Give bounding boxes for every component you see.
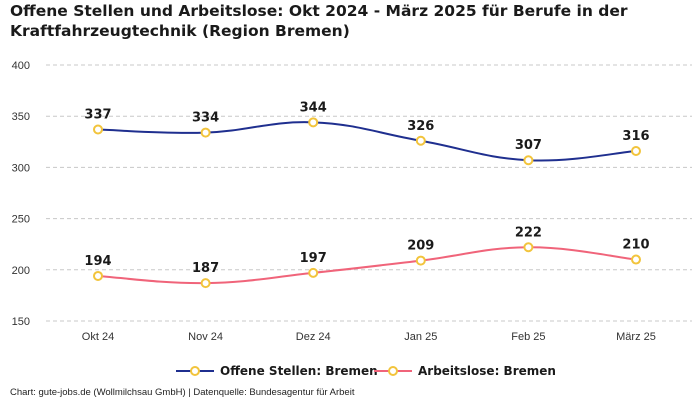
data-label: 194	[84, 254, 111, 269]
series-line-1	[97, 121, 637, 162]
data-labels: 337 334 344 326 307 316 194 187 197 209 222 210	[84, 100, 649, 276]
legend-label-2: Arbeitslose: Bremen	[418, 364, 556, 378]
x-tick-label: Feb 25	[511, 331, 545, 343]
y-tick-label: 200	[12, 265, 30, 277]
legend: Offene Stellen: Bremen Arbeitslose: Breme…	[176, 364, 556, 378]
data-point	[523, 155, 534, 166]
y-tick-label: 250	[12, 214, 30, 226]
data-label: 337	[84, 108, 111, 123]
data-point	[93, 270, 103, 281]
data-label: 209	[407, 239, 434, 254]
x-tick-label: Jan 25	[404, 331, 437, 343]
y-tick-label: 300	[12, 162, 30, 174]
data-point	[523, 242, 534, 253]
data-point	[631, 254, 641, 265]
series-line-2	[97, 246, 637, 285]
y-axis-ticks: 150 200 250 300 350 400	[12, 60, 30, 328]
series-lines	[97, 121, 637, 285]
source-footer: Chart: gute-jobs.de (Wollmilchsau GmbH) …	[10, 387, 355, 398]
y-tick-label: 400	[12, 60, 30, 72]
data-point	[200, 127, 211, 138]
data-label: 316	[622, 129, 649, 144]
data-label: 210	[622, 238, 649, 253]
chart-title: Offene Stellen und Arbeitslose: Okt 2024…	[10, 2, 628, 40]
data-label: 197	[300, 251, 327, 266]
data-label: 222	[515, 225, 542, 240]
x-tick-label: März 25	[616, 331, 656, 343]
data-point	[308, 117, 319, 128]
data-point	[200, 278, 211, 289]
data-label: 326	[407, 119, 434, 134]
x-tick-label: Dez 24	[296, 331, 331, 343]
data-point	[631, 146, 641, 157]
x-axis-ticks: Okt 24 Nov 24 Dez 24 Jan 25 Feb 25 März 25	[82, 331, 656, 343]
legend-marker-1	[190, 366, 200, 376]
data-label: 334	[192, 111, 219, 126]
x-tick-label: Okt 24	[82, 331, 114, 343]
data-point	[415, 135, 426, 146]
data-point	[308, 267, 319, 278]
grid-lines	[46, 64, 692, 322]
data-label: 307	[515, 138, 542, 153]
legend-marker-2	[388, 366, 398, 376]
series-markers	[93, 117, 641, 289]
y-tick-label: 150	[12, 316, 30, 328]
data-point	[93, 124, 103, 135]
x-tick-label: Nov 24	[188, 331, 223, 343]
data-label: 344	[300, 100, 327, 115]
data-point	[415, 255, 426, 266]
y-tick-label: 350	[12, 111, 30, 123]
legend-label-1: Offene Stellen: Bremen	[220, 364, 378, 378]
data-label: 187	[192, 261, 219, 276]
